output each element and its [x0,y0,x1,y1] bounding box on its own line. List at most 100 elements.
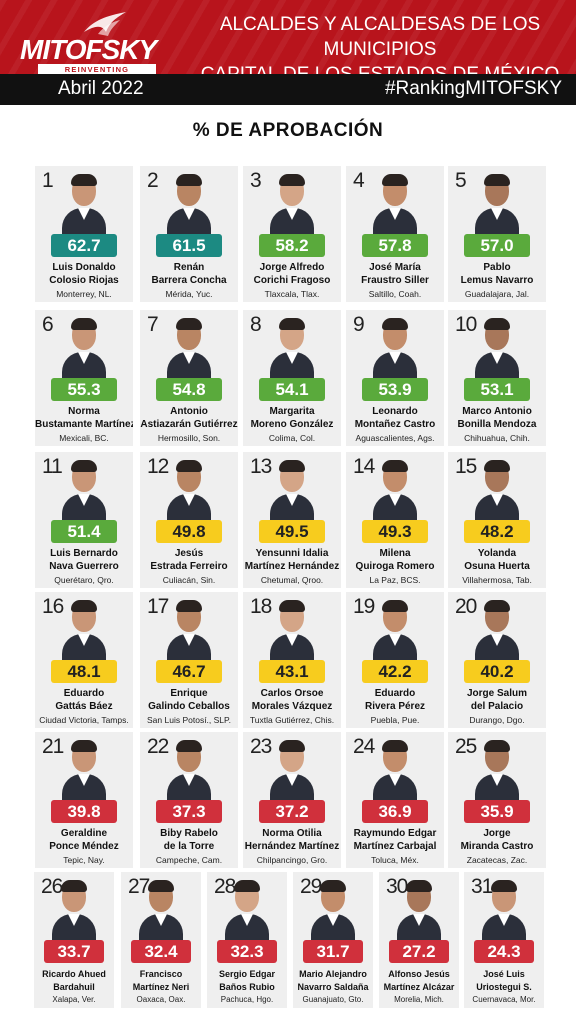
mitofsky-logo: MITOFSKY REINVENTING RESEARCH [20,10,170,74]
mayor-card: 10 53.1 Marco Antonio Bonilla Mendoza Chihua… [448,310,546,446]
mayor-portrait-icon [270,740,314,800]
mayor-portrait-icon [62,460,106,520]
approval-score: 37.3 [156,800,222,823]
mayor-city: Querétaro, Qro. [54,575,114,585]
mayor-card: 11 51.4 Luis Bernardo Nava Guerrero Querétar… [35,452,133,588]
portrait-hair [491,880,517,892]
mayor-city: Tepic, Nay. [63,855,105,865]
mayor-card: 3 58.2 Jorge Alfredo Corichi Fragoso Tlaxcal… [243,166,341,302]
mayor-last-name: Martínez Carbajal [353,841,437,852]
header-banner: MITOFSKY REINVENTING RESEARCH ALCALDES Y… [0,0,576,74]
page-subtitle: % DE APROBACIÓN [192,120,384,141]
mayor-card: 22 37.3 Biby Rabelo de la Torre Campeche, Ca… [140,732,238,868]
mayor-city: Guadalajara, Jal. [464,289,530,299]
rank-number: 30 [386,875,408,898]
portrait-hair [279,460,305,472]
mayor-portrait-icon [397,880,441,940]
mayor-portrait-icon [475,740,519,800]
rank-number: 17 [147,595,169,618]
mayor-card: 13 49.5 Yensunni Idalia Martínez Hernández C… [243,452,341,588]
rank-number: 23 [250,735,272,758]
portrait-hair [484,740,510,752]
portrait-hair [484,318,510,330]
mayor-portrait-icon [311,880,355,940]
approval-score: 24.3 [474,940,534,963]
mayor-last-name: Astiazarán Gutiérrez [140,419,238,430]
approval-score: 37.2 [259,800,325,823]
mayor-card: 26 33.7 Ricardo Ahued Bardahuil Xalapa, Ver. [34,872,114,1008]
mayor-city: Colima, Col. [268,433,316,443]
mayor-first-name: José Luis [483,969,525,979]
portrait-hair [382,318,408,330]
mayor-portrait-icon [475,318,519,378]
mayor-last-name: Baños Rubio [219,982,275,992]
rank-number: 28 [214,875,236,898]
mayor-first-name: Eduardo [374,688,416,699]
mayor-first-name: Norma Otilia [262,828,322,839]
approval-score: 46.7 [156,660,222,683]
mayor-first-name: Yensunni Idalia [255,548,329,559]
approval-score: 39.8 [51,800,117,823]
mayor-last-name: Navarro Saldaña [297,982,369,992]
rank-number: 1 [42,169,54,192]
mayor-last-name: Moreno González [250,419,334,430]
report-date: Abril 2022 [58,78,144,99]
mayor-first-name: Luis Donaldo [52,262,116,273]
mayor-last-name: Hernández Martínez [244,841,340,852]
mayor-first-name: José María [369,262,421,273]
portrait-hair [176,174,202,186]
approval-score: 53.9 [362,378,428,401]
mayor-city: Cuernavaca, Mor. [472,995,536,1004]
rank-number: 5 [455,169,467,192]
mayor-portrait-icon [373,318,417,378]
mayor-card: 8 54.1 Margarita Moreno González Colima, Col… [243,310,341,446]
approval-score: 48.2 [464,520,530,543]
mayor-last-name: Estrada Ferreiro [150,561,228,572]
mayor-city: Aguascalientes, Ags. [355,433,435,443]
mayor-city: Culiacán, Sin. [162,575,216,585]
mayor-portrait-icon [52,880,96,940]
portrait-hair [382,600,408,612]
mayor-first-name: Leonardo [372,406,418,417]
mayor-first-name: Marco Antonio [462,406,532,417]
mayor-last-name: Quiroga Romero [355,561,435,572]
mayor-portrait-icon [62,740,106,800]
mayor-card: 6 55.3 Norma Bustamante Martínez Mexicali, B… [35,310,133,446]
mayor-portrait-icon [270,460,314,520]
mayor-card: 19 42.2 Eduardo Rivera Pérez Puebla, Pue. [346,592,444,728]
rank-number: 2 [147,169,159,192]
mayor-portrait-icon [475,460,519,520]
mayor-card: 23 37.2 Norma Otilia Hernández Martínez Chil… [243,732,341,868]
header-title: ALCALDES Y ALCALDESAS DE LOS MUNICIPIOS … [195,12,565,74]
mayor-city: Pachuca, Hgo. [220,995,274,1004]
approval-score: 49.8 [156,520,222,543]
approval-score: 51.4 [51,520,117,543]
mayor-city: Morelia, Mich. [394,995,444,1004]
header-title-line1: ALCALDES Y ALCALDESAS DE LOS MUNICIPIOS [219,14,541,60]
mayor-card: 20 40.2 Jorge Salum del Palacio Durango, Dgo… [448,592,546,728]
rank-number: 15 [455,455,477,478]
approval-score: 32.4 [131,940,191,963]
approval-score: 54.8 [156,378,222,401]
mayor-city: Zacatecas, Zac. [466,855,528,865]
rank-number: 19 [353,595,375,618]
mayor-last-name: Lemus Navarro [460,275,534,286]
mayor-last-name: Colosio Riojas [49,275,119,286]
mayor-last-name: Miranda Castro [460,841,534,852]
portrait-hair [279,174,305,186]
mayor-last-name: Bustamante Martínez [35,419,133,430]
mayor-city: San Luis Potosí., SLP. [147,715,231,725]
mayor-city: Guanajuato, Gto. [302,995,364,1004]
portrait-hair [71,740,97,752]
portrait-hair [71,174,97,186]
approval-score: 40.2 [464,660,530,683]
mayor-portrait-icon [167,460,211,520]
mayor-last-name: Barrera Concha [151,275,227,286]
approval-score: 31.7 [303,940,363,963]
rank-number: 12 [147,455,169,478]
approval-score: 48.1 [51,660,117,683]
rank-number: 11 [42,455,63,478]
approval-score: 33.7 [44,940,104,963]
mayor-first-name: Sergio Edgar [218,969,275,979]
hashtag: #RankingMITOFSKY [384,78,562,99]
